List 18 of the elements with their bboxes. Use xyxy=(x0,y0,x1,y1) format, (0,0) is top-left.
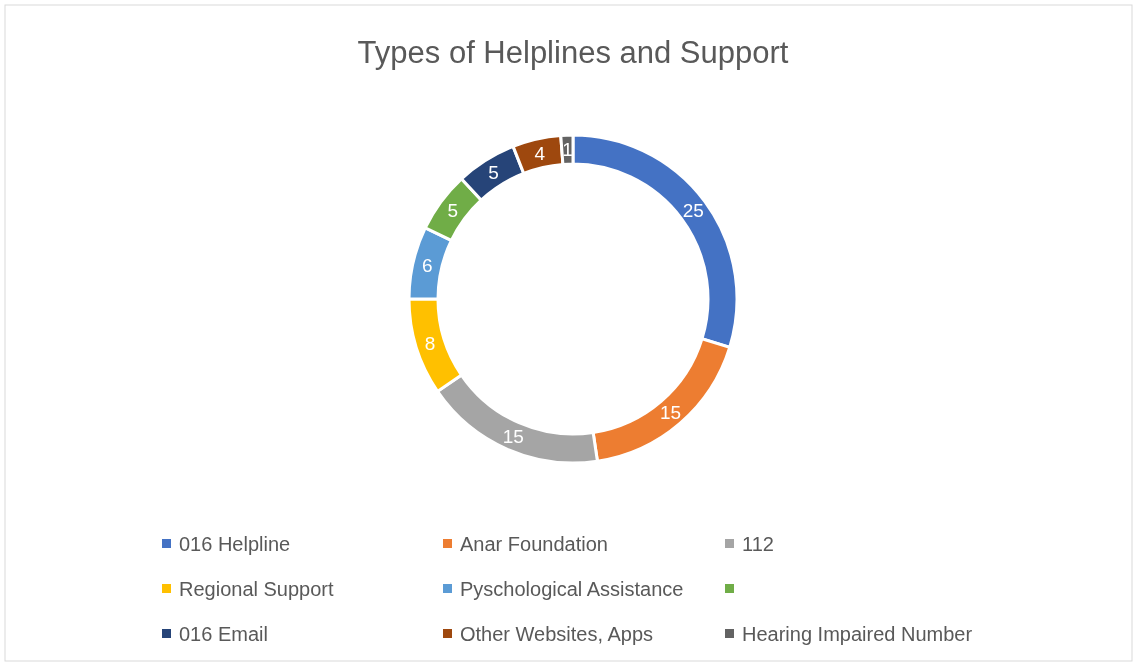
data-label: 4 xyxy=(534,142,546,164)
legend-label: 016 Email xyxy=(179,623,268,645)
data-label: 5 xyxy=(447,199,458,221)
legend-label: Other Websites, Apps xyxy=(460,623,654,645)
legend-label: Pyschological Assistance xyxy=(460,578,684,600)
data-label: 15 xyxy=(659,401,682,423)
legend-label: Anar Foundation xyxy=(460,533,608,555)
chart-title: Types of Helplines and Support xyxy=(357,35,789,70)
data-label: 25 xyxy=(682,199,704,221)
legend-label: 112 xyxy=(742,533,774,555)
data-label: 6 xyxy=(421,255,433,277)
legend-label: Regional Support xyxy=(179,578,334,600)
legend-label: 016 Helpline xyxy=(179,533,291,555)
data-label: 5 xyxy=(488,162,499,184)
legend-label: Hearing Impaired Number xyxy=(742,623,973,645)
data-label: 15 xyxy=(502,425,524,447)
data-label: 1 xyxy=(562,139,573,161)
data-label: 8 xyxy=(424,332,436,354)
